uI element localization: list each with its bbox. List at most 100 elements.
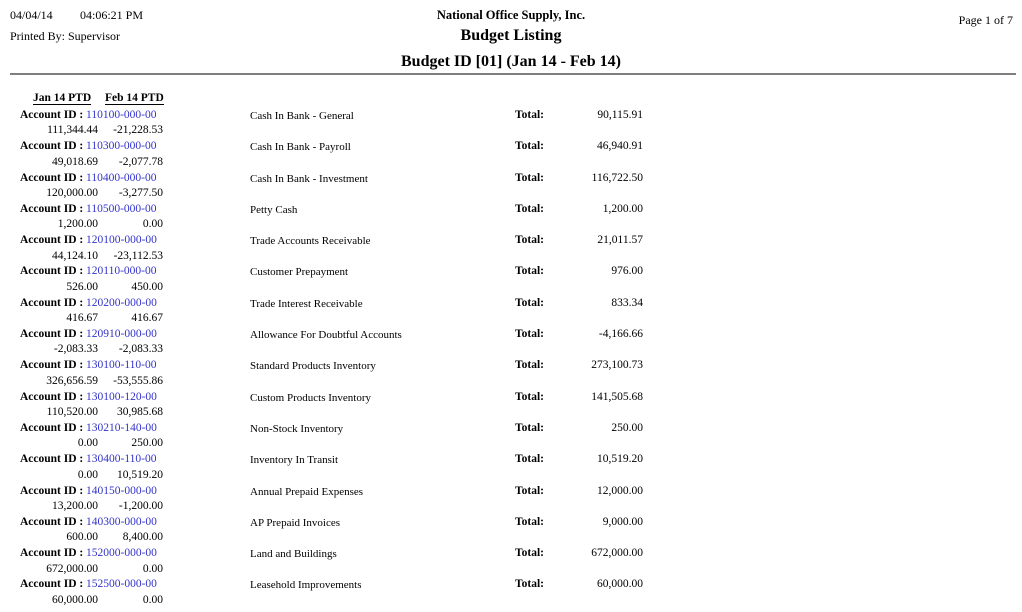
account-description: Cash In Bank - General — [250, 110, 354, 122]
account-description: Allowance For Doubtful Accounts — [250, 329, 402, 342]
header-rule — [10, 73, 1016, 75]
total-amount: 12,000.00 — [597, 484, 643, 497]
jan14-ptd-amount: 44,124.10 — [52, 249, 98, 262]
jan14-ptd-amount: 326,656.59 — [46, 374, 98, 387]
budget-row: Account ID : 110300-000-00 Cash In Bank … — [0, 140, 1022, 171]
account-id-label: Account ID : — [20, 421, 84, 434]
total-label: Total: — [515, 421, 544, 434]
total-amount: -4,166.66 — [598, 328, 643, 341]
account-description: Non-Stock Inventory — [250, 422, 344, 435]
jan14-ptd-amount: 0.00 — [77, 437, 98, 450]
total-label: Total: — [515, 202, 544, 215]
account-description: Inventory In Transit — [250, 454, 338, 467]
account-id-link[interactable]: 130100-120-00 — [86, 390, 157, 403]
account-description: Leasehold Improvements — [250, 579, 362, 592]
total-amount: 976.00 — [611, 265, 643, 278]
total-amount: 60,000.00 — [597, 578, 643, 591]
feb14-ptd-amount: 416.67 — [131, 312, 163, 325]
account-id-label: Account ID : — [20, 140, 84, 153]
budget-row: Account ID : 120200-000-00 Trade Interes… — [0, 297, 1022, 328]
total-amount: 273,100.73 — [591, 359, 643, 372]
account-id-label: Account ID : — [20, 296, 84, 309]
total-label: Total: — [515, 109, 544, 121]
total-amount: 9,000.00 — [602, 515, 643, 528]
account-id-label: Account ID : — [20, 202, 84, 215]
total-label: Total: — [515, 453, 544, 466]
budget-row: Account ID : 130100-120-00 Custom Produc… — [0, 391, 1022, 422]
account-id-link[interactable]: 110500-000-00 — [86, 202, 157, 215]
total-amount: 1,200.00 — [602, 202, 643, 215]
account-id-label: Account ID : — [20, 265, 84, 278]
budget-row: Account ID : 120910-000-00 Allowance For… — [0, 328, 1022, 359]
account-id-link[interactable]: 152500-000-00 — [86, 578, 157, 591]
account-id-link[interactable]: 110400-000-00 — [86, 171, 157, 184]
account-description: Customer Prepayment — [250, 266, 349, 279]
account-description: Annual Prepaid Expenses — [250, 485, 364, 498]
total-amount: 10,519.20 — [597, 453, 643, 466]
feb14-ptd-amount: 8,400.00 — [122, 531, 163, 544]
account-description: Cash In Bank - Payroll — [250, 141, 351, 154]
account-id-link[interactable]: 120200-000-00 — [86, 296, 157, 309]
jan14-ptd-amount: 120,000.00 — [46, 186, 98, 199]
budget-row: Account ID : 110400-000-00 Cash In Bank … — [0, 172, 1022, 203]
total-amount: 21,011.57 — [597, 234, 643, 247]
account-id-link[interactable]: 120110-000-00 — [86, 265, 157, 278]
jan14-ptd-amount: 526.00 — [66, 280, 98, 293]
total-label: Total: — [515, 484, 544, 497]
feb14-ptd-amount: -21,228.53 — [113, 124, 163, 137]
total-amount: 141,505.68 — [591, 390, 643, 403]
account-id-link[interactable]: 110100-000-00 — [86, 109, 157, 121]
total-label: Total: — [515, 171, 544, 184]
account-id-label: Account ID : — [20, 328, 84, 341]
total-amount: 250.00 — [611, 421, 643, 434]
account-id-label: Account ID : — [20, 453, 84, 466]
account-id-label: Account ID : — [20, 171, 84, 184]
feb14-ptd-amount: -1,200.00 — [118, 499, 163, 512]
budget-row: Account ID : 152500-000-00 Leasehold Imp… — [0, 578, 1022, 609]
account-id-label: Account ID : — [20, 390, 84, 403]
report-subtitle: Budget ID [01] (Jan 14 - Feb 14) — [401, 53, 621, 70]
feb14-ptd-amount: 0.00 — [142, 218, 163, 231]
budget-row: Account ID : 140300-000-00 AP Prepaid In… — [0, 516, 1022, 547]
budget-row: Account ID : 120100-000-00 Trade Account… — [0, 234, 1022, 265]
feb14-ptd-amount: -23,112.53 — [113, 249, 163, 262]
column-header-feb14-ptd: Feb 14 PTD — [105, 92, 164, 105]
feb14-ptd-amount: -2,083.33 — [118, 343, 163, 356]
printed-by: Printed By: Supervisor — [10, 29, 120, 43]
jan14-ptd-amount: 111,344.44 — [47, 124, 98, 137]
total-label: Total: — [515, 359, 544, 372]
budget-row: Account ID : 110500-000-00 Petty Cash To… — [0, 203, 1022, 234]
total-label: Total: — [515, 547, 544, 560]
jan14-ptd-amount: 0.00 — [77, 468, 98, 481]
feb14-ptd-amount: 450.00 — [131, 280, 163, 293]
feb14-ptd-amount: -53,555.86 — [113, 374, 163, 387]
feb14-ptd-amount: 30,985.68 — [117, 406, 163, 419]
account-description: AP Prepaid Invoices — [250, 516, 341, 529]
total-amount: 672,000.00 — [591, 547, 643, 560]
jan14-ptd-amount: 416.67 — [66, 312, 98, 325]
account-id-link[interactable]: 120100-000-00 — [86, 234, 157, 247]
total-label: Total: — [515, 265, 544, 278]
account-description: Cash In Bank - Investment — [250, 172, 368, 185]
account-id-link[interactable]: 130400-110-00 — [86, 453, 157, 466]
total-label: Total: — [515, 390, 544, 403]
account-id-link[interactable]: 140300-000-00 — [86, 515, 157, 528]
account-description: Standard Products Inventory — [250, 360, 376, 373]
account-id-link[interactable]: 140150-000-00 — [86, 484, 157, 497]
account-id-link[interactable]: 120910-000-00 — [86, 328, 157, 341]
account-id-link[interactable]: 130210-140-00 — [86, 421, 157, 434]
account-id-label: Account ID : — [20, 547, 84, 560]
total-label: Total: — [515, 515, 544, 528]
total-label: Total: — [515, 578, 544, 591]
account-id-link[interactable]: 130100-110-00 — [86, 359, 157, 372]
report-title: Budget Listing — [460, 27, 562, 44]
feb14-ptd-amount: 0.00 — [142, 562, 163, 575]
account-id-link[interactable]: 110300-000-00 — [86, 140, 157, 153]
print-date: 04/04/14 — [10, 8, 53, 22]
account-id-label: Account ID : — [20, 484, 84, 497]
total-amount: 90,115.91 — [597, 109, 643, 121]
budget-row: Account ID : 110100-000-00 Cash In Bank … — [0, 109, 1022, 140]
account-id-link[interactable]: 152000-000-00 — [86, 547, 157, 560]
feb14-ptd-amount: 250.00 — [131, 437, 163, 450]
